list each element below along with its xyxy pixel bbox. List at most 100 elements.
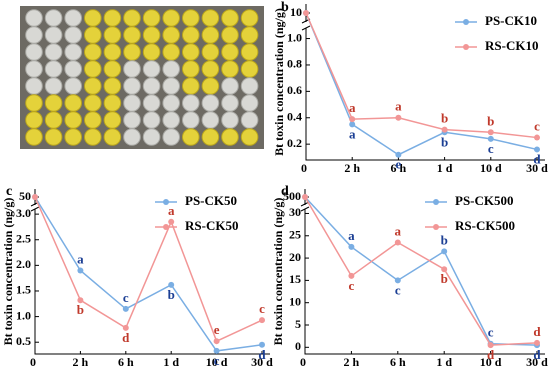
significance-letter: b (441, 134, 448, 149)
well (240, 77, 259, 95)
data-point (487, 129, 494, 136)
well (162, 9, 180, 27)
well (103, 94, 122, 112)
well (182, 43, 200, 61)
y-tick-label: 2.5 (16, 231, 31, 245)
well (240, 111, 259, 129)
well (142, 111, 161, 129)
well (25, 94, 43, 112)
well (123, 26, 141, 44)
data-point (394, 277, 401, 284)
significance-letter: b (487, 113, 494, 128)
legend-label: PS-CK10 (485, 13, 537, 28)
data-point (395, 151, 402, 158)
well (182, 94, 200, 112)
well (64, 128, 82, 146)
significance-letter: d (533, 324, 541, 339)
well (240, 26, 259, 44)
y-tick-label: 0.5 (16, 334, 31, 348)
well (44, 60, 63, 78)
y-axis (304, 189, 545, 355)
significance-letter: d (122, 330, 130, 345)
x-tick-label: 2 h (344, 355, 360, 369)
well (201, 60, 220, 78)
y-tick-label: 500 (283, 189, 301, 203)
well (84, 77, 102, 95)
well (182, 60, 200, 78)
well (240, 128, 259, 146)
well (182, 111, 200, 129)
significance-letter: d (258, 347, 266, 362)
legend-label: RS-CK500 (455, 218, 515, 233)
well (221, 9, 239, 27)
x-tick-label: 10 d (480, 355, 502, 369)
legend-marker (433, 224, 439, 230)
x-tick-label: 30 d (526, 355, 548, 369)
significance-letter: b (441, 271, 448, 286)
panel-label: d (281, 184, 289, 199)
data-point (259, 341, 265, 348)
well (162, 94, 180, 112)
y-tick-label: 10 (290, 5, 302, 19)
significance-letter: c (488, 325, 494, 340)
plate-photo (20, 6, 264, 149)
y-tick-label: 0.4 (287, 110, 302, 124)
y-tick-label: 0.2 (287, 136, 302, 150)
y-tick-label: 1.0 (287, 30, 302, 44)
data-point (122, 305, 129, 312)
well (25, 26, 43, 44)
significance-letter: c (259, 301, 265, 316)
x-tick-label: 0 (30, 355, 36, 369)
significance-letter: d (533, 347, 541, 362)
y-tick-label: 1.0 (16, 308, 31, 322)
well (25, 77, 43, 95)
well (64, 9, 82, 27)
significance-letter: c (123, 290, 129, 305)
well (142, 77, 161, 95)
panel-label: c (6, 184, 12, 199)
data-point (259, 317, 265, 324)
well (44, 94, 63, 112)
x-tick-label: 6 h (390, 355, 406, 369)
well (84, 128, 102, 146)
well (103, 43, 122, 61)
well (142, 128, 161, 146)
significance-letter: a (395, 99, 402, 114)
well (123, 60, 141, 78)
well (123, 94, 141, 112)
well (84, 26, 102, 44)
well (103, 9, 122, 27)
data-point (168, 218, 175, 225)
well (201, 26, 220, 44)
data-point (32, 194, 38, 200)
well (142, 9, 161, 27)
significance-letter: a (349, 100, 356, 115)
well (44, 128, 63, 146)
well (64, 77, 82, 95)
data-point (394, 239, 401, 246)
series-line (305, 12, 538, 139)
data-point (302, 194, 308, 200)
data-point (168, 281, 175, 288)
well (44, 43, 63, 61)
significance-letter: b (168, 287, 175, 302)
well (84, 9, 102, 27)
significance-letter: c (214, 353, 220, 368)
well (64, 43, 82, 61)
y-axis (34, 189, 270, 355)
significance-letter: a (168, 203, 175, 218)
x-tick-label: 10 d (480, 161, 502, 175)
legend-marker (163, 199, 169, 205)
well (240, 9, 259, 27)
data-point (349, 121, 356, 128)
data-point (213, 338, 220, 345)
legend-marker (163, 224, 169, 230)
well (221, 77, 239, 95)
well (123, 9, 141, 27)
legend-marker (433, 199, 439, 205)
data-point (213, 347, 220, 354)
well (162, 128, 180, 146)
significance-letter: c (349, 278, 355, 293)
x-tick-label: 0 (301, 161, 307, 175)
